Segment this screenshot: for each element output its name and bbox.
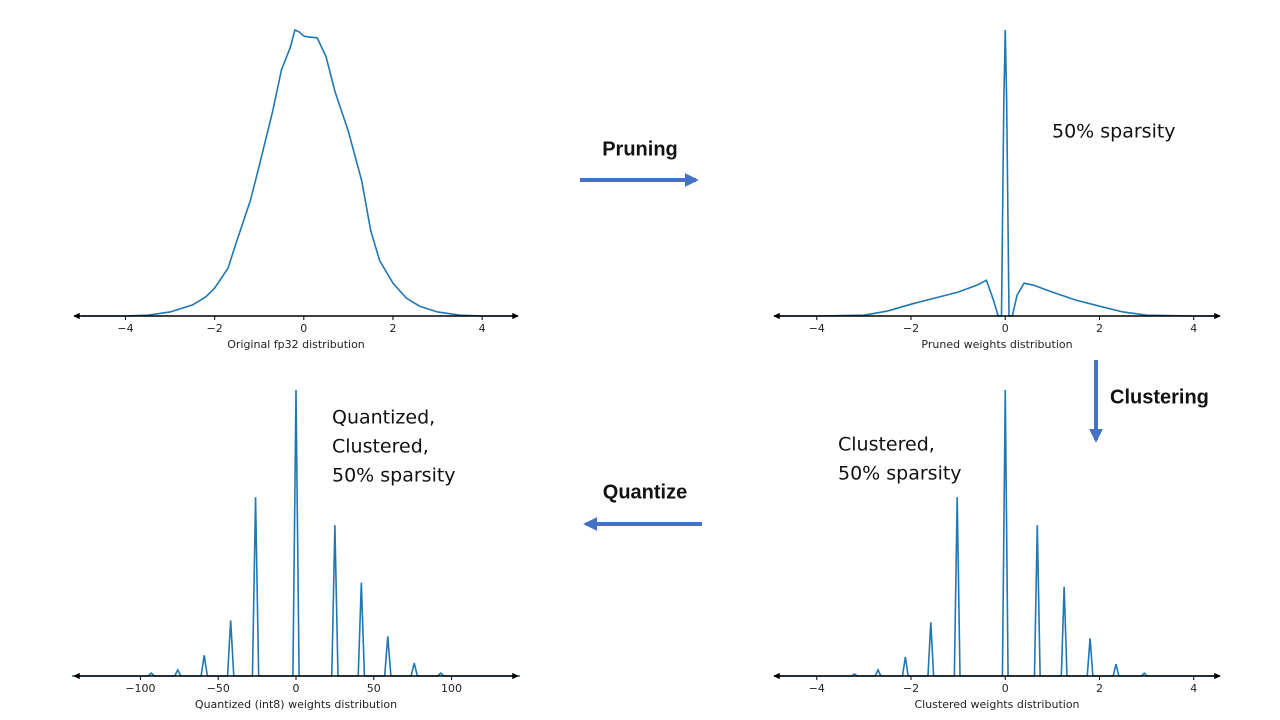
density-curve <box>774 30 1220 317</box>
x-tick-label: 2 <box>1096 322 1103 335</box>
x-tick-label: −4 <box>809 682 825 695</box>
x-tick-label: 0 <box>300 322 307 335</box>
x-axis-label: Clustered weights distribution <box>914 698 1079 711</box>
step-label: Quantize <box>603 481 687 503</box>
x-tick-label: 4 <box>1190 682 1197 695</box>
x-tick-label: −4 <box>809 322 825 335</box>
x-tick-label: 0 <box>1002 322 1009 335</box>
density-curve <box>80 28 518 317</box>
x-tick-label: 0 <box>1002 682 1009 695</box>
x-tick-label: 0 <box>293 682 300 695</box>
x-tick-label: −2 <box>903 682 919 695</box>
x-tick-label: 2 <box>389 322 396 335</box>
x-tick-label: −2 <box>903 322 919 335</box>
x-tick-label: −4 <box>117 322 133 335</box>
density-curve <box>72 390 520 677</box>
annotation: Clustered, <box>838 434 935 456</box>
annotation: Quantized, <box>332 407 435 429</box>
x-tick-label: −2 <box>207 322 223 335</box>
x-tick-label: −100 <box>125 682 155 695</box>
x-axis-label: Pruned weights distribution <box>921 338 1072 351</box>
x-tick-label: −50 <box>207 682 230 695</box>
x-axis-label: Quantized (int8) weights distribution <box>195 698 397 711</box>
x-tick-label: 4 <box>1190 322 1197 335</box>
annotation: 50% sparsity <box>1052 121 1176 143</box>
x-tick-label: 4 <box>479 322 486 335</box>
annotation: 50% sparsity <box>838 463 962 485</box>
x-tick-label: 100 <box>441 682 462 695</box>
annotation: Clustered, <box>332 436 429 458</box>
step-label: Clustering <box>1110 386 1209 408</box>
step-label: Pruning <box>602 138 678 160</box>
x-tick-label: 50 <box>367 682 381 695</box>
annotation: 50% sparsity <box>332 465 456 487</box>
x-axis-label: Original fp32 distribution <box>227 338 365 351</box>
x-tick-label: 2 <box>1096 682 1103 695</box>
